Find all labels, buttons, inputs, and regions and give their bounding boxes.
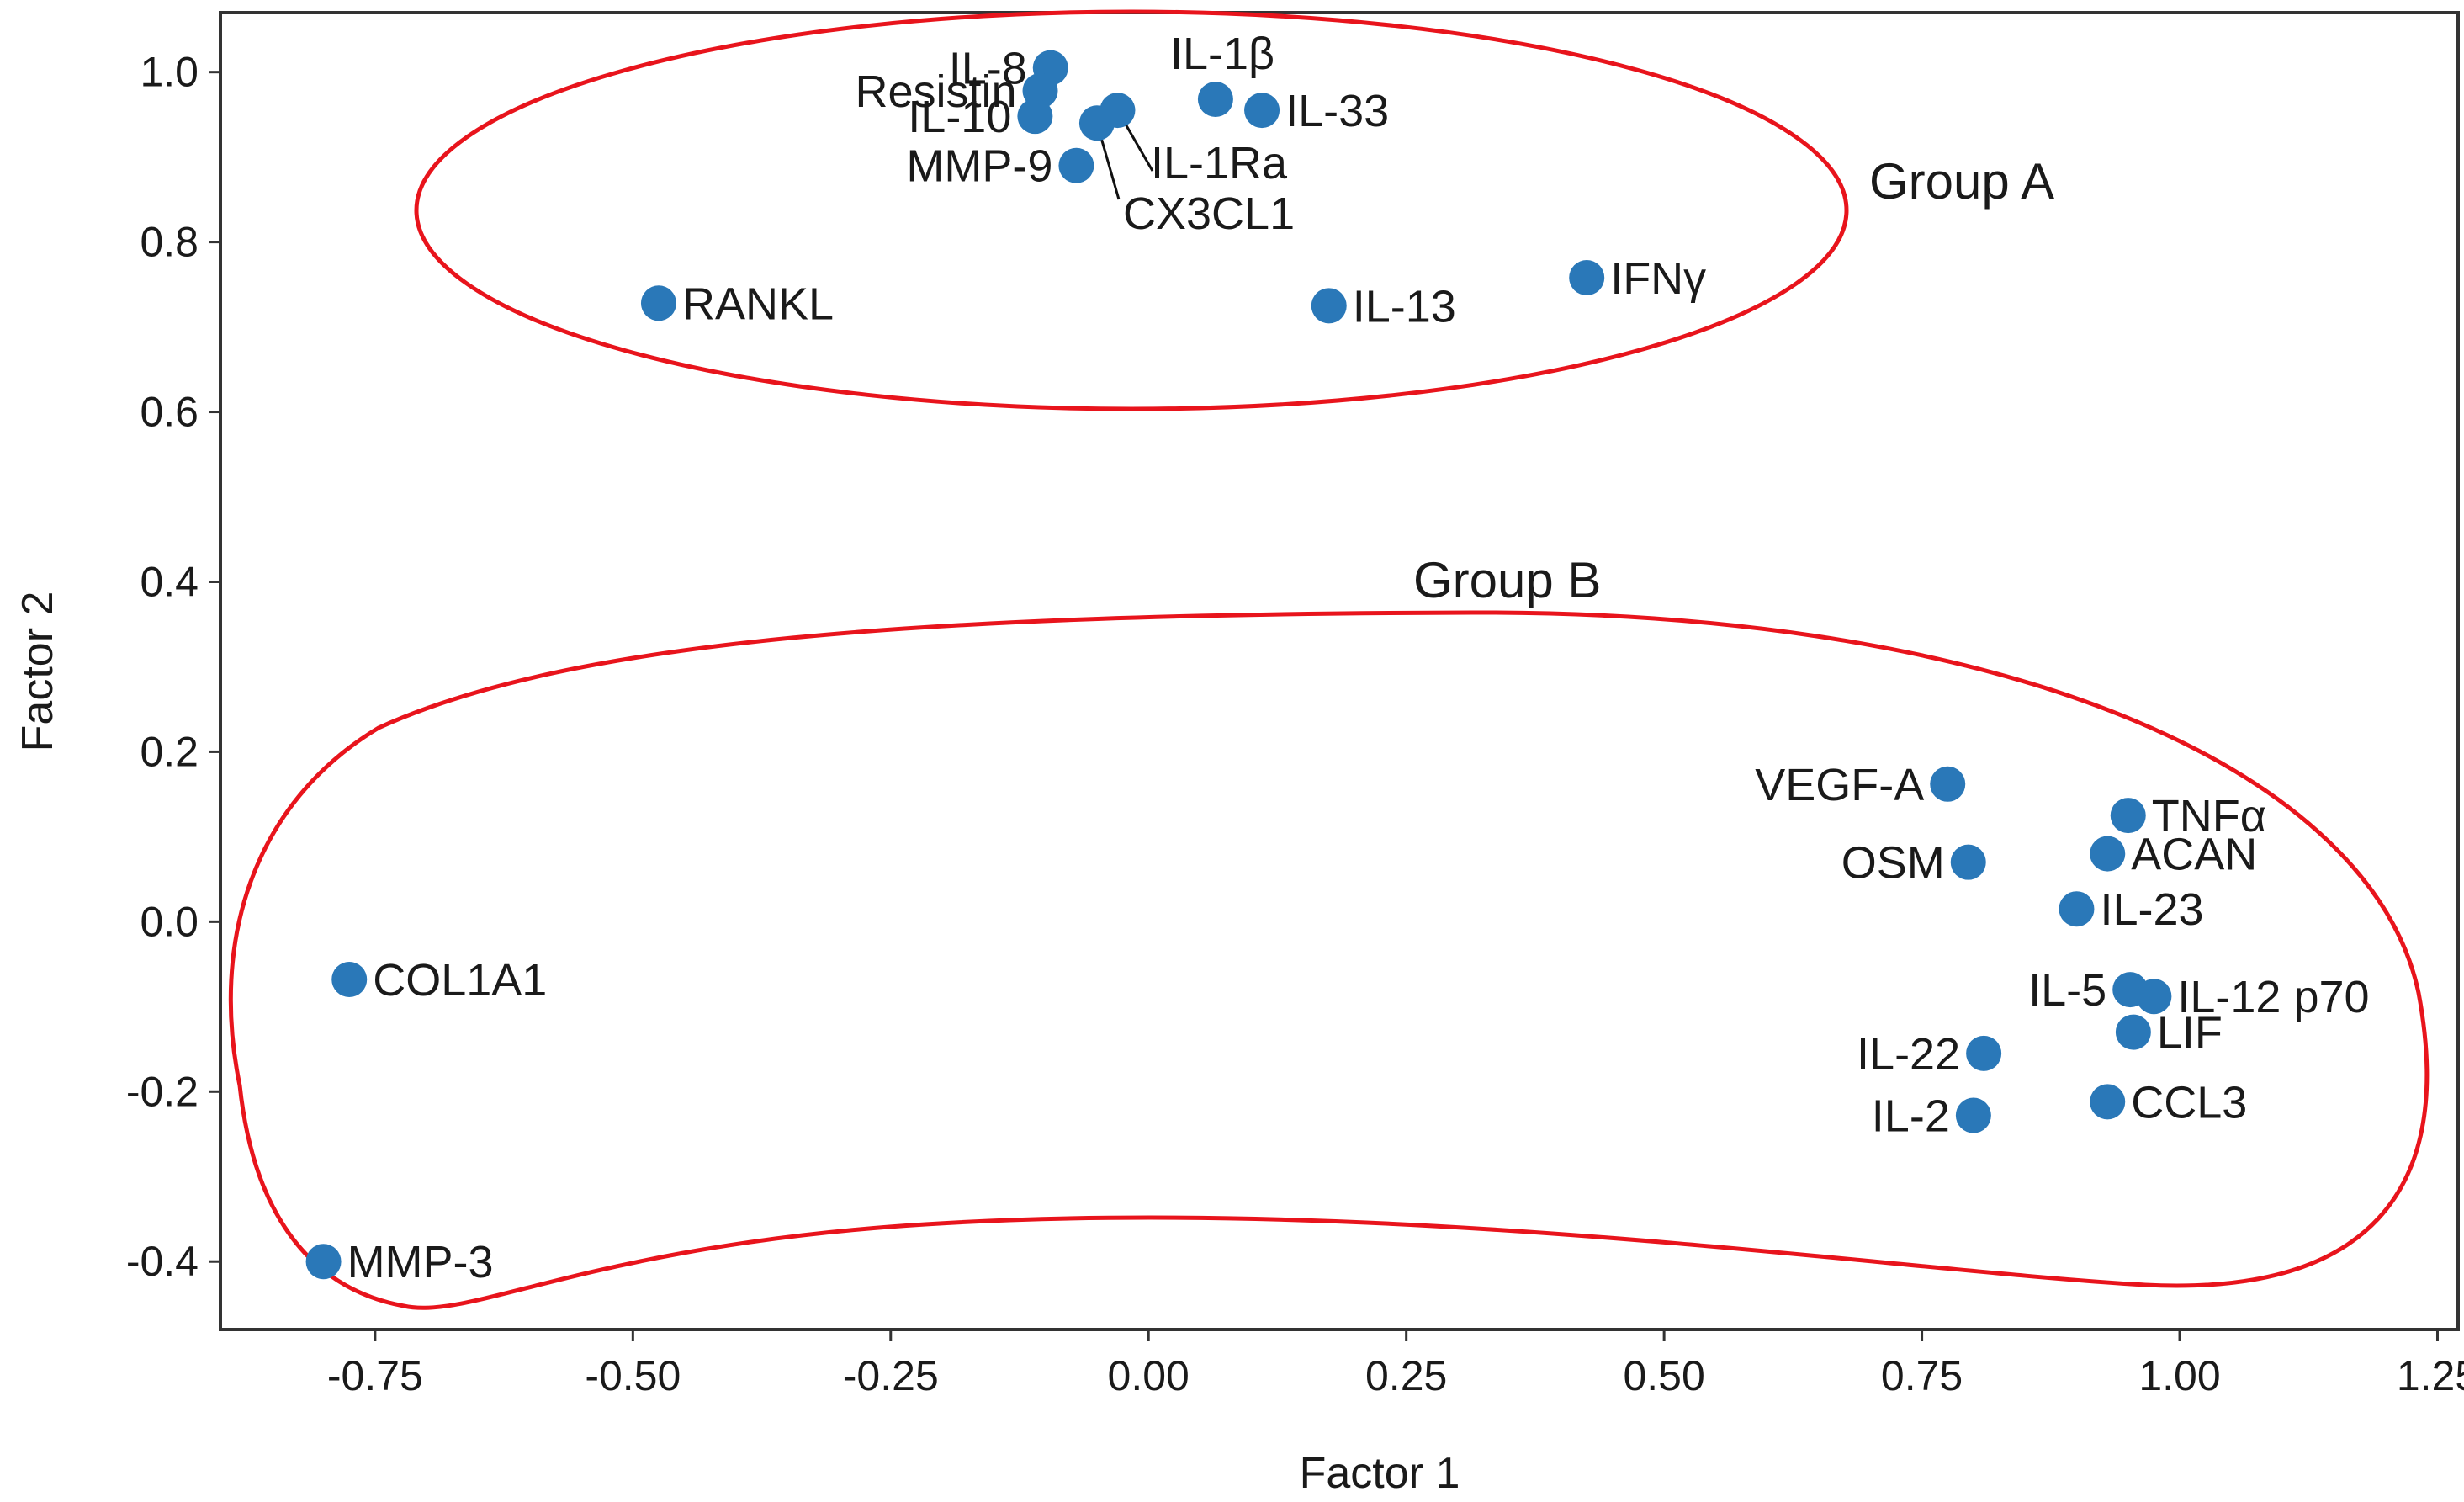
point-tnf bbox=[2110, 798, 2146, 834]
point-ccl3 bbox=[2090, 1084, 2126, 1120]
point-label: LIF bbox=[2157, 1008, 2223, 1059]
y-tick-label: 0.4 bbox=[140, 558, 199, 605]
x-tick-label: -0.75 bbox=[327, 1352, 423, 1399]
point-ifn bbox=[1569, 260, 1605, 296]
group-a-label: Group A bbox=[1869, 153, 2054, 210]
y-tick-label: 0.0 bbox=[140, 898, 199, 945]
x-tick-label: 0.50 bbox=[1623, 1352, 1704, 1399]
y-tick-label: 0.6 bbox=[140, 389, 199, 436]
group-a-outline bbox=[414, 9, 1849, 411]
y-axis-title: Factor 2 bbox=[13, 592, 62, 752]
point-label: IL-2 bbox=[1872, 1091, 1950, 1142]
x-tick-label: 1.00 bbox=[2138, 1352, 2220, 1399]
point-label: TNFα bbox=[2152, 791, 2266, 841]
point-label: MMP-3 bbox=[347, 1237, 494, 1287]
point-lif bbox=[2115, 1014, 2151, 1050]
point-il-10 bbox=[1017, 98, 1053, 135]
x-tick-label: -0.25 bbox=[843, 1352, 939, 1399]
point-il-12-p70 bbox=[2136, 979, 2172, 1015]
x-tick-label: 1.25 bbox=[2397, 1352, 2464, 1399]
point-label: IL-1Ra bbox=[1151, 138, 1288, 188]
point-label: CX3CL1 bbox=[1123, 188, 1295, 239]
y-tick-label: 0.2 bbox=[140, 728, 199, 775]
y-tick-label: 0.8 bbox=[140, 219, 199, 266]
plot-frame bbox=[219, 11, 2460, 1331]
point-label: Resistin bbox=[855, 66, 1016, 117]
point-il-33 bbox=[1244, 93, 1280, 129]
point-col1a1 bbox=[331, 962, 368, 998]
point-cx3cl1 bbox=[1078, 105, 1115, 141]
point-label: ACAN bbox=[2131, 830, 2257, 880]
point-label: COL1A1 bbox=[373, 955, 547, 1006]
point-label: OSM bbox=[1841, 838, 1945, 889]
point-label: IL-22 bbox=[1857, 1029, 1960, 1080]
x-tick-label: -0.50 bbox=[585, 1352, 681, 1399]
point-label: IL-33 bbox=[1285, 86, 1389, 136]
point-rankl bbox=[640, 285, 676, 321]
y-axis: 1.0 0.8 0.6 0.4 0.2 0.0 -0.2 -0.4 bbox=[126, 49, 220, 1285]
point-vegf-a bbox=[1930, 766, 1966, 802]
y-tick-label: 1.0 bbox=[140, 49, 199, 96]
point-label: IL-5 bbox=[2028, 965, 2106, 1016]
point-il-23 bbox=[2059, 891, 2095, 927]
point-il-1 bbox=[1197, 81, 1233, 117]
point-label: RANKL bbox=[682, 279, 834, 329]
y-tick-label: -0.2 bbox=[126, 1068, 199, 1115]
x-tick-label: 0.25 bbox=[1365, 1352, 1447, 1399]
point-label: IFNγ bbox=[1610, 253, 1706, 304]
point-label: IL-10 bbox=[908, 92, 1011, 142]
point-acan bbox=[2090, 836, 2126, 872]
y-tick-label: -0.4 bbox=[126, 1238, 199, 1285]
group-outlines: Group A Group B bbox=[228, 9, 2430, 1310]
point-mmp-9 bbox=[1058, 147, 1094, 183]
point-label: IL-12 p70 bbox=[2177, 972, 2369, 1022]
point-il-2 bbox=[1955, 1097, 1991, 1133]
point-label: IL-23 bbox=[2100, 884, 2203, 935]
point-label: IL-8 bbox=[949, 44, 1027, 94]
point-mmp-3 bbox=[305, 1244, 342, 1280]
group-b-label: Group B bbox=[1413, 552, 1601, 608]
x-axis: -0.75 -0.50 -0.25 0.00 0.25 0.50 0.75 1.00 1.25 bbox=[327, 1330, 2464, 1399]
point-osm bbox=[1950, 844, 1986, 880]
x-axis-title: Factor 1 bbox=[1300, 1449, 1460, 1498]
point-il-22 bbox=[1966, 1035, 2002, 1071]
x-tick-label: 0.00 bbox=[1108, 1352, 1190, 1399]
point-il-13 bbox=[1311, 288, 1347, 324]
point-label: IL-1β bbox=[1170, 29, 1274, 79]
point-label: VEGF-A bbox=[1755, 760, 1924, 810]
group-b-outline bbox=[228, 610, 2430, 1310]
x-tick-label: 0.75 bbox=[1881, 1352, 1963, 1399]
point-label: MMP-9 bbox=[906, 141, 1052, 192]
point-label: IL-13 bbox=[1353, 281, 1456, 332]
point-label: CCL3 bbox=[2131, 1077, 2247, 1128]
